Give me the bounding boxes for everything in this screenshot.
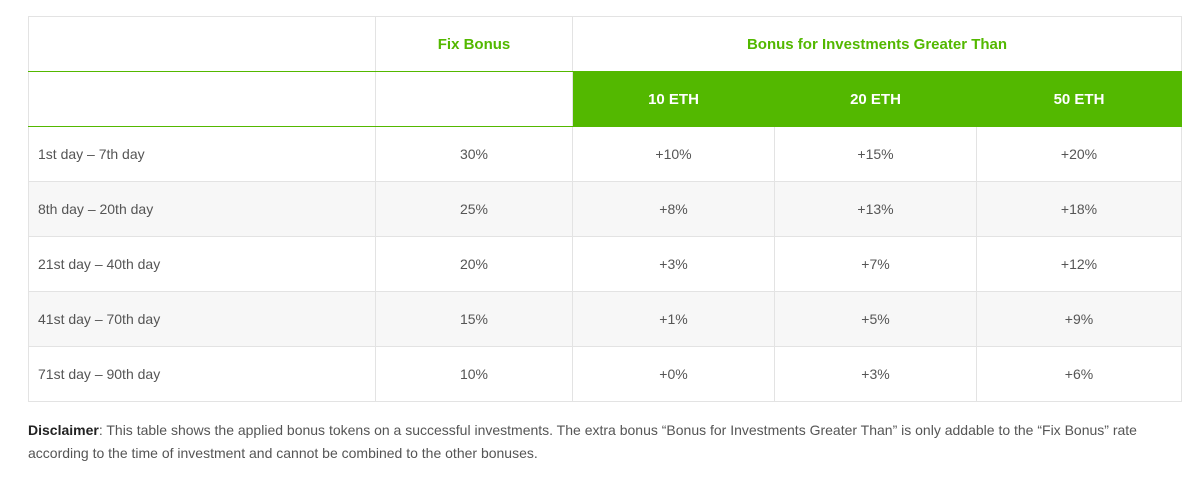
subheader-fix-bonus — [375, 71, 573, 127]
tier-10-eth: 10 ETH — [572, 71, 775, 127]
tier-20-cell: +15% — [774, 126, 977, 182]
tier-20-cell: +5% — [774, 291, 977, 347]
tier-50-cell: +9% — [975, 291, 1183, 347]
fix-bonus-cell: 10% — [375, 346, 573, 402]
header-period — [28, 16, 376, 72]
period-cell: 71st day – 90th day — [28, 346, 376, 402]
tier-10-cell: +8% — [572, 181, 775, 237]
table-row: 71st day – 90th day 10% +0% +3% +6% — [28, 346, 1183, 402]
table-row: 1st day – 7th day 30% +10% +15% +20% — [28, 126, 1183, 182]
period-cell: 21st day – 40th day — [28, 236, 376, 292]
period-cell: 8th day – 20th day — [28, 181, 376, 237]
tier-10-cell: +3% — [572, 236, 775, 292]
tier-10-cell: +1% — [572, 291, 775, 347]
header-fix-bonus: Fix Bonus — [375, 16, 573, 72]
fix-bonus-cell: 25% — [375, 181, 573, 237]
header-investment-bonus: Bonus for Investments Greater Than — [571, 16, 1183, 72]
tier-20-eth: 20 ETH — [774, 71, 977, 127]
tier-10-cell: +0% — [572, 346, 775, 402]
tier-10-cell: +10% — [572, 126, 775, 182]
tier-50-eth: 50 ETH — [975, 71, 1183, 127]
disclaimer-text: : This table shows the applied bonus tok… — [28, 422, 1137, 461]
table-header-row: Fix Bonus Bonus for Investments Greater … — [28, 16, 1183, 72]
bonus-section: Fix Bonus Bonus for Investments Greater … — [28, 16, 1183, 465]
tier-50-cell: +6% — [975, 346, 1183, 402]
tier-20-cell: +13% — [774, 181, 977, 237]
table-row: 41st day – 70th day 15% +1% +5% +9% — [28, 291, 1183, 347]
tier-20-cell: +3% — [774, 346, 977, 402]
table-subheader-row: 10 ETH 20 ETH 50 ETH — [28, 71, 1183, 127]
fix-bonus-cell: 15% — [375, 291, 573, 347]
disclaimer-label: Disclaimer — [28, 422, 99, 438]
period-cell: 41st day – 70th day — [28, 291, 376, 347]
table-row: 21st day – 40th day 20% +3% +7% +12% — [28, 236, 1183, 292]
bonus-table: Fix Bonus Bonus for Investments Greater … — [28, 16, 1183, 402]
period-cell: 1st day – 7th day — [28, 126, 376, 182]
subheader-period — [28, 71, 376, 127]
fix-bonus-cell: 30% — [375, 126, 573, 182]
tier-50-cell: +12% — [975, 236, 1183, 292]
disclaimer: Disclaimer: This table shows the applied… — [28, 419, 1178, 465]
tier-50-cell: +18% — [975, 181, 1183, 237]
tier-50-cell: +20% — [975, 126, 1183, 182]
tier-20-cell: +7% — [774, 236, 977, 292]
table-row: 8th day – 20th day 25% +8% +13% +18% — [28, 181, 1183, 237]
fix-bonus-cell: 20% — [375, 236, 573, 292]
